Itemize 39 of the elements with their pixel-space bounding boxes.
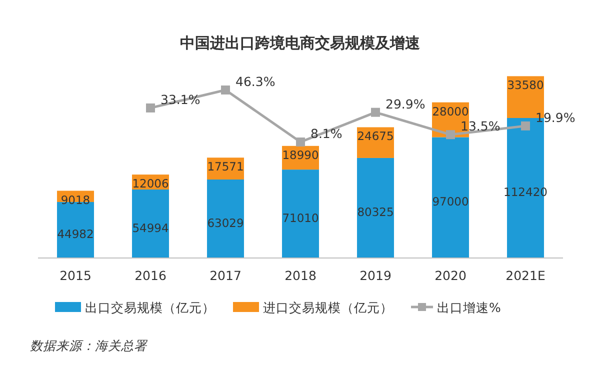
- data-label: 24675: [357, 129, 394, 144]
- data-label: 33.1%: [160, 92, 200, 107]
- x-tick-label: 2020: [434, 268, 466, 283]
- point: [521, 121, 530, 130]
- data-label: 44982: [57, 226, 94, 241]
- data-label: 33580: [507, 78, 544, 92]
- data-label: 63029: [207, 216, 244, 230]
- data-label: 18990: [282, 148, 319, 162]
- point: [446, 130, 455, 140]
- x-tick-label: 2021E: [506, 268, 546, 283]
- x-tick-label: 2018: [284, 268, 316, 283]
- data-label: 46.3%: [236, 74, 276, 89]
- source-note: 数据来源：海关总署: [30, 338, 148, 353]
- x-tick-label: 2017: [210, 268, 242, 283]
- point: [221, 86, 230, 94]
- legend-label: 出口增速%: [437, 300, 501, 315]
- bar: [132, 190, 169, 258]
- legend-label: 出口交易规模（亿元）: [85, 300, 215, 315]
- x-tick-label: 2019: [360, 268, 392, 283]
- bar: [207, 180, 244, 258]
- bar: [357, 158, 394, 258]
- point: [371, 108, 380, 117]
- data-label: 71010: [282, 210, 319, 225]
- data-label: 28000: [432, 104, 469, 118]
- x-tick-label: 2015: [60, 268, 92, 283]
- data-label: 12006: [132, 176, 169, 191]
- data-label: 29.9%: [386, 96, 426, 112]
- chart-title: 中国进出口跨境电商交易规模及增速: [180, 34, 421, 52]
- data-label: 97000: [432, 194, 469, 209]
- bar: [282, 170, 319, 258]
- data-label: 8.1%: [310, 126, 342, 141]
- data-label: 54994: [132, 220, 169, 235]
- legend-label: 进口交易规模（亿元）: [263, 300, 393, 315]
- x-tick-label: 2016: [134, 268, 166, 283]
- bar: [432, 137, 469, 258]
- point: [296, 138, 305, 146]
- data-label: 17571: [207, 160, 244, 174]
- data-label: 80325: [357, 204, 394, 219]
- point: [146, 103, 155, 112]
